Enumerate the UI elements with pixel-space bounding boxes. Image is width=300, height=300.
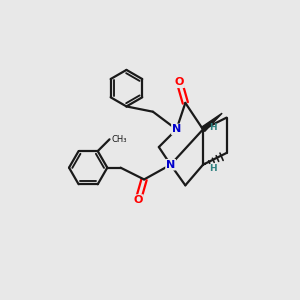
Text: CH₃: CH₃: [112, 135, 128, 144]
Text: H: H: [209, 164, 217, 173]
Text: N: N: [172, 124, 181, 134]
Polygon shape: [201, 113, 222, 131]
Text: N: N: [166, 160, 175, 170]
Text: O: O: [134, 195, 143, 205]
Text: H: H: [209, 123, 217, 132]
Text: O: O: [175, 77, 184, 87]
